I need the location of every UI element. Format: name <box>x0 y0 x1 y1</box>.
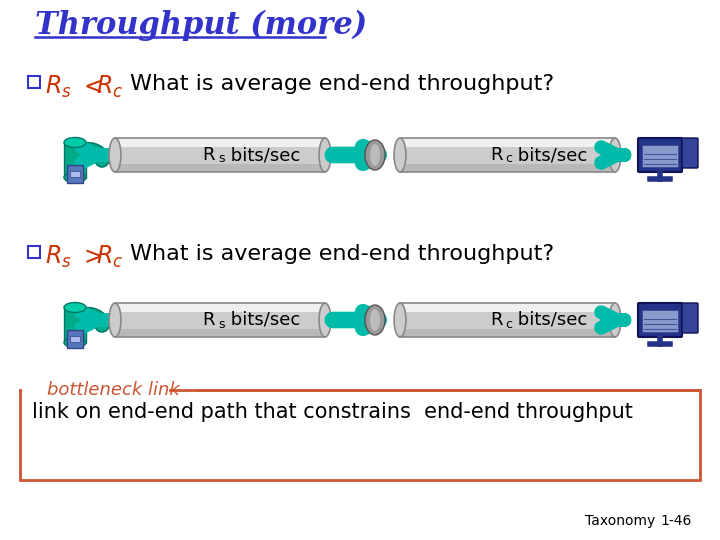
Text: bits/sec: bits/sec <box>513 311 588 329</box>
Text: bits/sec: bits/sec <box>225 146 300 164</box>
Ellipse shape <box>64 338 86 348</box>
Text: $R_s$: $R_s$ <box>45 74 72 100</box>
Ellipse shape <box>109 303 121 337</box>
Bar <box>115 164 325 172</box>
Ellipse shape <box>64 138 86 147</box>
Text: $R_s$: $R_s$ <box>45 244 72 270</box>
Bar <box>22 385 197 393</box>
Ellipse shape <box>365 305 385 335</box>
Text: R: R <box>490 311 503 329</box>
Bar <box>115 138 325 172</box>
Bar <box>642 145 678 167</box>
Text: bits/sec: bits/sec <box>513 146 588 164</box>
Text: c: c <box>505 152 513 165</box>
Bar <box>64 307 86 342</box>
Text: bottleneck link: bottleneck link <box>47 381 180 399</box>
Text: R: R <box>490 146 503 164</box>
Bar <box>115 303 325 337</box>
Bar <box>64 143 86 178</box>
FancyBboxPatch shape <box>638 138 682 172</box>
Text: —: — <box>30 381 50 400</box>
Text: R: R <box>202 311 215 329</box>
Text: $R_c$: $R_c$ <box>96 244 123 270</box>
Ellipse shape <box>319 303 331 337</box>
Bar <box>67 330 83 348</box>
Text: bits/sec: bits/sec <box>225 311 300 329</box>
Ellipse shape <box>64 172 86 183</box>
Ellipse shape <box>609 303 621 337</box>
Ellipse shape <box>370 144 380 166</box>
Ellipse shape <box>109 138 121 172</box>
Ellipse shape <box>370 309 380 331</box>
Text: What is average end-end throughput?: What is average end-end throughput? <box>130 244 554 264</box>
Text: c: c <box>505 318 513 330</box>
Bar <box>400 164 615 172</box>
Bar <box>642 310 678 332</box>
Ellipse shape <box>394 138 406 172</box>
Text: What is average end-end throughput?: What is average end-end throughput? <box>130 74 554 94</box>
Bar <box>400 303 615 337</box>
Bar <box>20 390 700 480</box>
Ellipse shape <box>64 302 86 313</box>
Bar <box>28 246 40 258</box>
Bar <box>400 138 615 172</box>
Text: $R_c$: $R_c$ <box>96 74 123 100</box>
Text: s: s <box>218 152 225 165</box>
Bar <box>28 76 40 88</box>
Text: $>$: $>$ <box>79 244 103 268</box>
Bar <box>67 165 83 183</box>
Bar <box>115 303 325 312</box>
Text: s: s <box>218 318 225 330</box>
Bar <box>115 328 325 337</box>
FancyBboxPatch shape <box>682 138 698 168</box>
Text: R: R <box>202 146 215 164</box>
Bar <box>400 328 615 337</box>
Ellipse shape <box>394 303 406 337</box>
Bar <box>70 171 80 177</box>
Bar <box>400 303 615 312</box>
Ellipse shape <box>365 140 385 170</box>
Bar <box>70 336 80 342</box>
FancyBboxPatch shape <box>682 303 698 333</box>
Ellipse shape <box>609 138 621 172</box>
Text: Taxonomy: Taxonomy <box>585 514 655 528</box>
Text: 1-46: 1-46 <box>660 514 691 528</box>
Text: link on end-end path that constrains  end-end throughput: link on end-end path that constrains end… <box>32 402 633 422</box>
Text: Throughput (more): Throughput (more) <box>35 10 367 41</box>
Bar <box>115 138 325 146</box>
Ellipse shape <box>319 138 331 172</box>
Bar <box>400 138 615 146</box>
FancyBboxPatch shape <box>638 303 682 337</box>
Text: $<$: $<$ <box>79 74 103 98</box>
